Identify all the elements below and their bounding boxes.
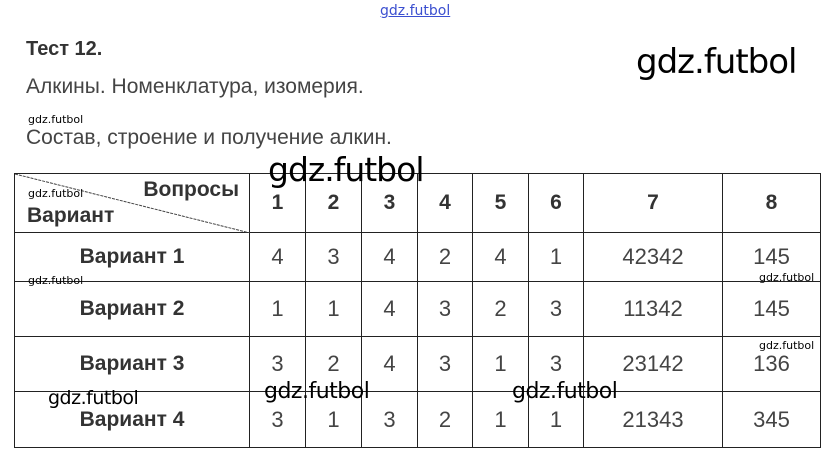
col-header: 5 [472, 173, 529, 233]
col-header: 3 [361, 173, 418, 233]
cell: 3 [305, 232, 362, 282]
cell: 3 [249, 336, 306, 392]
cell: 1 [249, 281, 306, 337]
col-header: 8 [722, 173, 821, 233]
cell: 4 [361, 281, 418, 337]
watermark: gdz.futbol [759, 271, 815, 284]
watermark: gdz.futbol [28, 274, 84, 287]
cell: 21343 [583, 391, 723, 448]
table-row: Вариант 3 3 2 4 3 1 3 23142 136 [14, 336, 821, 392]
cell: 4 [361, 336, 418, 392]
cell: 4 [249, 232, 306, 282]
corner-variant: Вариант [27, 204, 115, 227]
cell: 3 [417, 281, 473, 337]
col-header: 6 [528, 173, 584, 233]
cell: 2 [417, 391, 473, 448]
cell: 3 [528, 281, 584, 337]
watermark: gdz.futbol [28, 187, 84, 200]
cell: 2 [305, 336, 362, 392]
cell: 4 [361, 232, 418, 282]
cell: 1 [528, 232, 584, 282]
table-row: Вариант 1 4 3 4 2 4 1 42342 145 [14, 232, 821, 282]
row-label: Вариант 4 [14, 391, 250, 448]
watermark: gdz.futbol [759, 339, 815, 352]
cell: 1 [528, 391, 584, 448]
cell: 4 [472, 232, 529, 282]
answers-table: Вопросы Вариант 1 2 3 4 5 6 7 8 Вариант … [14, 173, 821, 448]
row-label: Вариант 2 [14, 281, 250, 337]
corner-cell: Вопросы Вариант [14, 173, 250, 233]
col-header: 4 [417, 173, 473, 233]
cell: 42342 [583, 232, 723, 282]
watermark: gdz.futbol [512, 379, 618, 404]
row-label: Вариант 3 [14, 336, 250, 392]
cell: 145 [722, 232, 821, 282]
cell: 2 [417, 232, 473, 282]
cell: 1 [472, 391, 529, 448]
cell: 136 [722, 336, 821, 392]
watermark: gdz.futbol [380, 3, 451, 19]
test-title: Тест 12. [26, 38, 103, 60]
test-subtitle-2: Состав, строение и получение алкин. [26, 126, 392, 149]
test-subtitle: Алкины. Номенклатура, изомерия. [26, 75, 364, 98]
col-header: 1 [249, 173, 306, 233]
cell: 11342 [583, 281, 723, 337]
diagonal-line [15, 174, 250, 233]
watermark: gdz.futbol [636, 42, 797, 82]
cell: 1 [305, 281, 362, 337]
cell: 23142 [583, 336, 723, 392]
cell: 2 [472, 281, 529, 337]
cell: 145 [722, 281, 821, 337]
table-row: Вариант 2 1 1 4 3 2 3 11342 145 [14, 281, 821, 337]
table-row: Вариант 4 3 1 3 2 1 1 21343 345 [14, 391, 821, 448]
cell: 3 [361, 391, 418, 448]
cell: 3 [417, 336, 473, 392]
watermark: gdz.futbol [264, 379, 370, 404]
col-header: 7 [583, 173, 723, 233]
corner-questions: Вопросы [143, 178, 239, 201]
watermark: gdz.futbol [28, 113, 84, 126]
cell: 345 [722, 391, 821, 448]
cell: 3 [249, 391, 306, 448]
watermark: gdz.futbol [268, 150, 424, 189]
watermark: gdz.futbol [48, 387, 139, 409]
